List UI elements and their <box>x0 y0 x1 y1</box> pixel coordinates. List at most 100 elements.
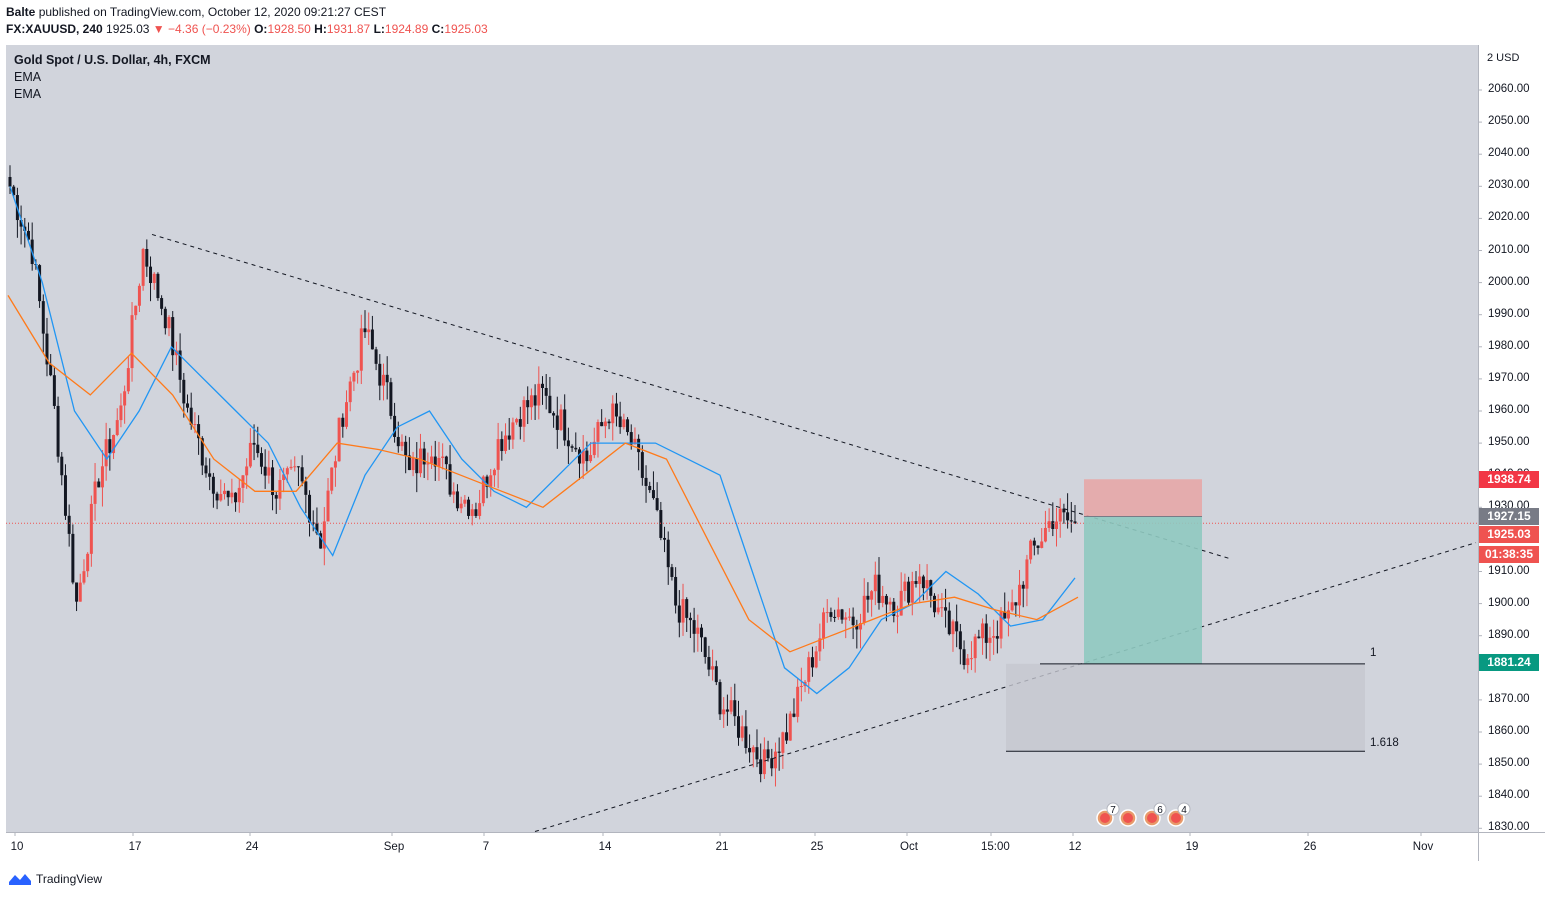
candle-body <box>49 364 53 376</box>
candle-body <box>785 732 789 741</box>
candle-body <box>740 726 744 738</box>
candle-body <box>822 612 826 639</box>
axis-corner <box>1478 832 1545 861</box>
open-label: O: <box>254 22 268 36</box>
price-tick: 2020.00 <box>1488 211 1530 224</box>
candle-body <box>367 329 371 333</box>
price-tick: 2050.00 <box>1488 115 1530 128</box>
candle-body <box>248 442 252 467</box>
candle-body <box>829 612 833 617</box>
candle-body <box>522 400 526 427</box>
candle-body <box>903 581 907 591</box>
candle-body <box>955 621 959 632</box>
candle-body <box>899 590 903 616</box>
candle-body <box>644 477 648 486</box>
candle-body <box>363 328 367 333</box>
candle-body <box>230 492 234 498</box>
close-label: C: <box>431 22 445 36</box>
candle-body <box>825 612 829 614</box>
time-tick: 25 <box>810 841 824 853</box>
candle-body <box>1051 521 1055 530</box>
candle-body <box>696 627 700 634</box>
publish-info: Balte published on TradingView.com, Octo… <box>6 5 386 19</box>
price-tick: 1960.00 <box>1488 404 1530 416</box>
time-tick: Nov <box>1412 841 1434 853</box>
candle-body <box>515 419 519 423</box>
fib-zone <box>1006 663 1365 752</box>
candle-body <box>1040 541 1044 548</box>
footer-brand[interactable]: TradingView <box>8 872 102 886</box>
candle-body <box>267 467 271 476</box>
candle-body <box>629 432 633 445</box>
candle-body <box>574 447 578 450</box>
candle-body <box>866 595 870 600</box>
time-tick: Oct <box>900 841 918 853</box>
candle-body <box>60 456 64 476</box>
open-value: 1928.50 <box>267 22 311 36</box>
candle-body <box>160 298 164 309</box>
legend-title[interactable]: Gold Spot / U.S. Dollar, 4h, FXCM <box>14 53 211 67</box>
candle-body <box>285 468 289 475</box>
event-count: 6 <box>1157 805 1163 816</box>
time-tick: 15:00 <box>981 841 1010 853</box>
candle-body <box>433 456 437 467</box>
low-value: 1924.89 <box>384 22 429 36</box>
candle-body <box>82 571 86 583</box>
price-axis[interactable] <box>1478 45 1545 832</box>
low-label: L: <box>373 22 385 36</box>
price-tick: 1900.00 <box>1488 596 1530 609</box>
candle-body <box>766 749 770 759</box>
price-tick: 1870.00 <box>1488 692 1530 705</box>
time-axis[interactable] <box>6 832 1478 861</box>
candle-body <box>944 607 948 611</box>
candle-body <box>748 747 752 753</box>
currency-label[interactable]: 2 USD <box>1487 52 1520 64</box>
candle-body <box>962 649 966 666</box>
candle-body <box>929 580 933 596</box>
candle-body <box>1058 508 1062 522</box>
candle-body <box>145 248 149 267</box>
candle-body <box>544 387 548 396</box>
candle-body <box>1029 540 1033 560</box>
candle-body <box>870 591 874 600</box>
candle-body <box>577 449 581 464</box>
legend-ema-1[interactable]: EMA <box>14 70 42 84</box>
ema-slow-line <box>7 295 1079 653</box>
price-tick: 2060.00 <box>1488 83 1530 95</box>
time-tick: 10 <box>10 841 24 853</box>
candle-body <box>847 616 851 618</box>
candle-body <box>859 623 863 630</box>
candle-body <box>404 441 408 456</box>
candle-body <box>918 576 922 584</box>
candle-body <box>851 616 855 626</box>
author[interactable]: Balte <box>6 5 36 19</box>
candle-body <box>596 422 600 442</box>
candle-body <box>681 599 685 623</box>
candle-body <box>818 638 822 652</box>
event-count-badge <box>1177 802 1191 816</box>
legend-ema-2[interactable]: EMA <box>14 87 42 101</box>
time-tick: 7 <box>482 841 490 853</box>
countdown-tag: 01:38:35 <box>1479 546 1539 563</box>
candle-body <box>1014 602 1018 606</box>
candle-body <box>296 466 300 468</box>
candle-body <box>969 658 973 660</box>
candle-body <box>278 480 282 499</box>
candle-body <box>97 481 101 488</box>
candle-body <box>651 490 655 499</box>
high-value: 1931.87 <box>326 22 371 36</box>
candle-body <box>333 461 337 468</box>
candle-body <box>86 553 90 572</box>
candle-body <box>814 651 818 668</box>
down-arrow-icon: ▼ <box>152 22 165 36</box>
ema-fast-line <box>9 186 1076 695</box>
candle-body <box>607 421 611 424</box>
time-tick: 17 <box>128 841 142 853</box>
candle-body <box>511 422 515 440</box>
candle-body <box>877 574 881 603</box>
candle-body <box>1010 602 1014 611</box>
candle-body <box>884 595 888 605</box>
candle-body <box>988 637 992 643</box>
candle-body <box>648 485 652 491</box>
